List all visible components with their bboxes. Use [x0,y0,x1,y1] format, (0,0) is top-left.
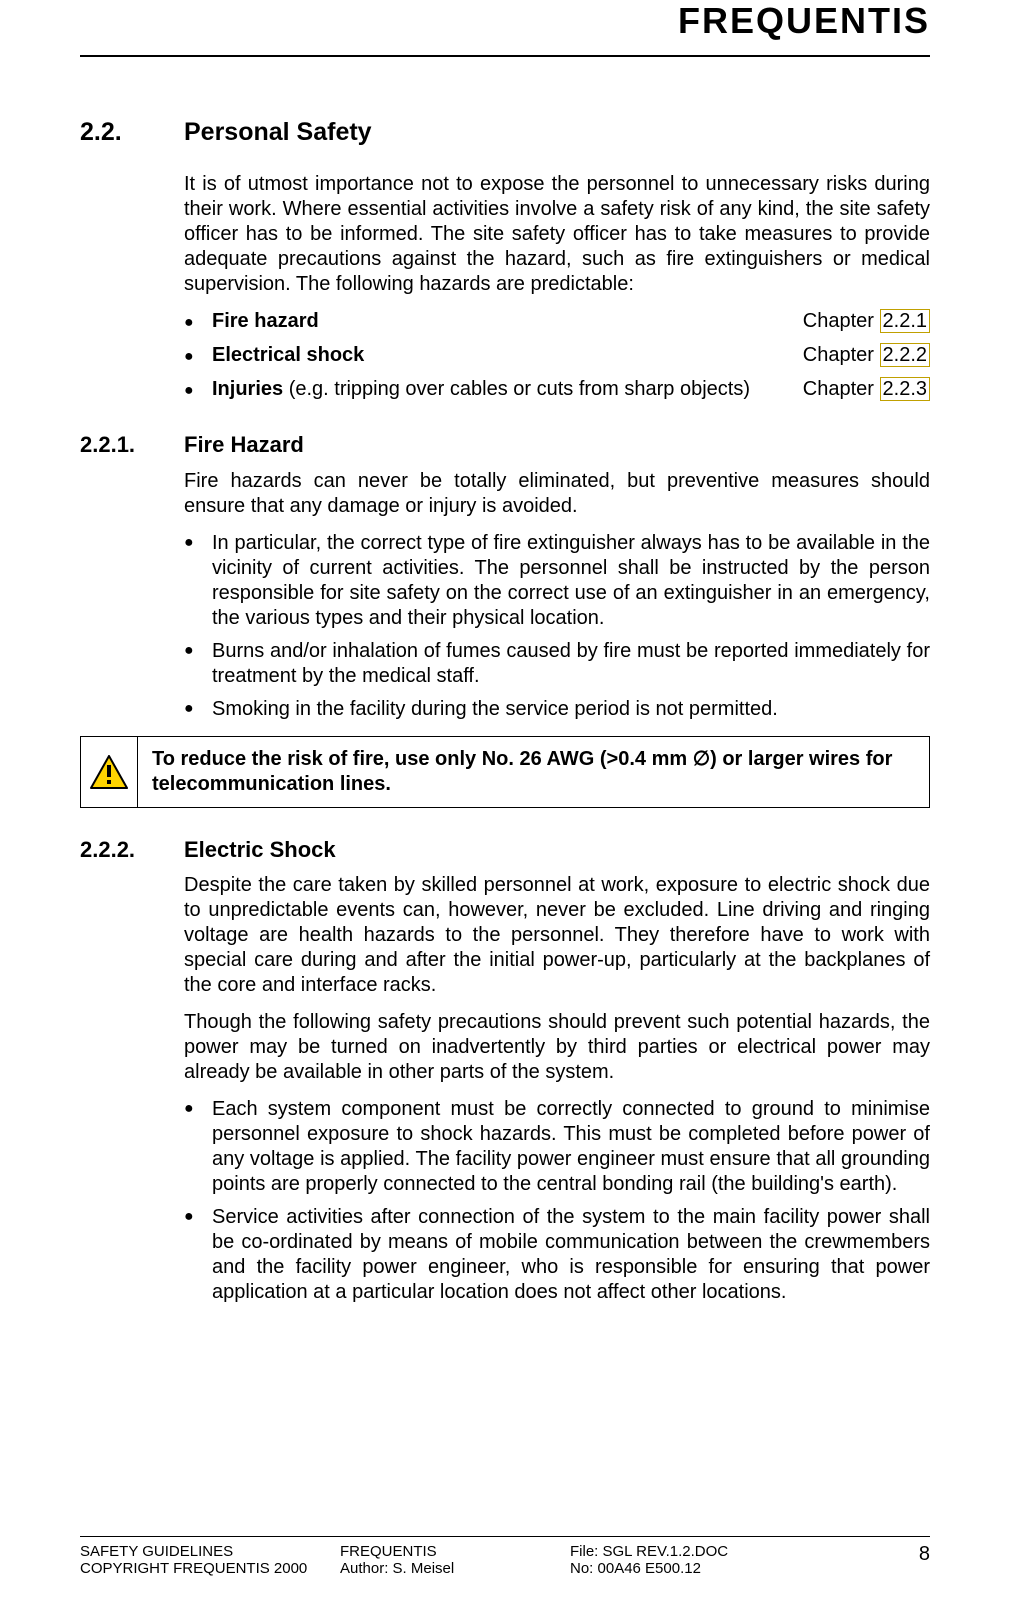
bullet-text: Each system component must be correctly … [212,1097,930,1197]
bullet-icon: ● [184,311,212,335]
chapter-link[interactable]: 2.2.3 [880,377,930,401]
section-intro: It is of utmost importance not to expose… [184,172,930,297]
document-page: FREQUENTIS 2.2. Personal Safety It is of… [0,0,1010,1597]
list-item: ● Smoking in the facility during the ser… [184,697,930,722]
bullet-text: In particular, the correct type of fire … [212,531,930,631]
subsection-heading: 2.2.1. Fire Hazard [80,431,930,459]
chapter-link[interactable]: 2.2.2 [880,343,930,367]
chapter-prefix: Chapter [803,344,880,366]
subsection-number: 2.2.1. [80,431,184,459]
subsection-title: Electric Shock [184,836,336,864]
hazard-item: ● Injuries (e.g. tripping over cables or… [184,377,930,403]
footer-doc-title: SAFETY GUIDELINES [80,1543,340,1560]
paragraph: Though the following safety precautions … [184,1010,930,1085]
section-heading: 2.2. Personal Safety [80,117,930,148]
page-header: FREQUENTIS [80,0,930,57]
bullet-icon: ● [184,639,212,689]
subsection-intro: Fire hazards can never be totally elimin… [184,469,930,519]
bullet-text: Service activities after connection of t… [212,1205,930,1305]
paragraph: Despite the care taken by skilled person… [184,873,930,998]
subsection-number: 2.2.2. [80,836,184,864]
footer-copyright: COPYRIGHT FREQUENTIS 2000 [80,1560,340,1577]
bullet-icon: ● [184,697,212,722]
chapter-prefix: Chapter [803,378,880,400]
chapter-prefix: Chapter [803,310,880,332]
page-number: 8 [919,1543,930,1566]
hazard-item: ● Electrical shock Chapter 2.2.2 [184,343,930,369]
footer-file: File: SGL REV.1.2.DOC [570,1543,930,1560]
section-title: Personal Safety [184,117,372,148]
hazard-label: Electrical shock [212,344,364,366]
company-logo: FREQUENTIS [678,0,930,42]
list-item: ● In particular, the correct type of fir… [184,531,930,631]
list-item: ● Burns and/or inhalation of fumes cause… [184,639,930,689]
hazard-item: ● Fire hazard Chapter 2.2.1 [184,309,930,335]
hazard-label: Fire hazard [212,310,319,332]
hazard-label: Injuries [212,378,283,400]
warning-icon-cell [81,737,138,807]
bullet-icon: ● [184,345,212,369]
footer-docno: No: 00A46 E500.12 [570,1560,930,1577]
list-item: ● Service activities after connection of… [184,1205,930,1305]
warning-icon [90,755,128,789]
page-footer: SAFETY GUIDELINES COPYRIGHT FREQUENTIS 2… [80,1536,930,1577]
subsection-title: Fire Hazard [184,431,304,459]
hazard-extra: (e.g. tripping over cables or cuts from … [283,378,750,400]
section-number: 2.2. [80,117,184,148]
footer-author: Author: S. Meisel [340,1560,570,1577]
bullet-icon: ● [184,531,212,631]
warning-text: To reduce the risk of fire, use only No.… [138,737,929,807]
footer-company: FREQUENTIS [340,1543,570,1560]
bullet-text: Smoking in the facility during the servi… [212,697,930,722]
bullet-icon: ● [184,379,212,403]
chapter-link[interactable]: 2.2.1 [880,309,930,333]
bullet-text: Burns and/or inhalation of fumes caused … [212,639,930,689]
bullet-icon: ● [184,1205,212,1305]
warning-box: To reduce the risk of fire, use only No.… [80,736,930,808]
bullet-icon: ● [184,1097,212,1197]
page-content: 2.2. Personal Safety It is of utmost imp… [80,57,930,1305]
list-item: ● Each system component must be correctl… [184,1097,930,1197]
subsection-heading: 2.2.2. Electric Shock [80,836,930,864]
